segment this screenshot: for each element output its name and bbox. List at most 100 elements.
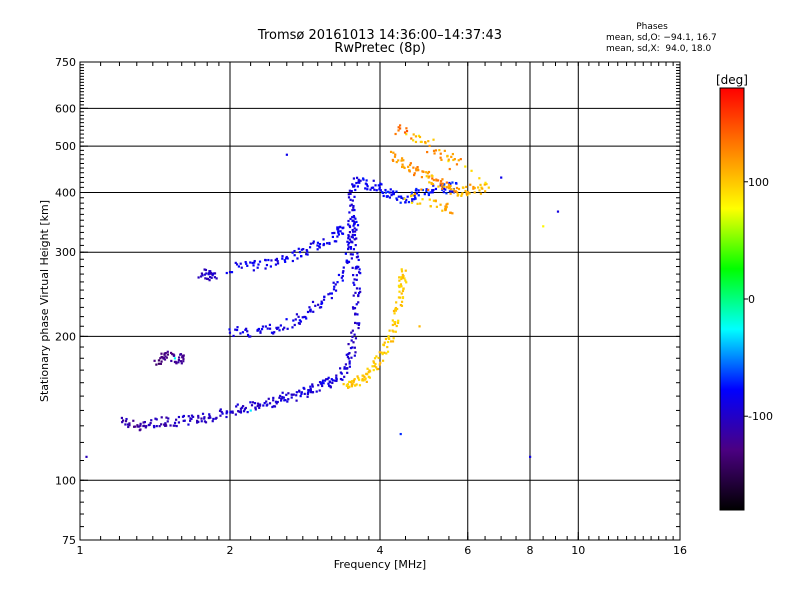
data-point: [420, 176, 424, 179]
data-point: [347, 237, 350, 240]
data-point: [206, 277, 210, 281]
data-point: [304, 315, 307, 319]
data-point: [444, 208, 447, 211]
data-point: [293, 249, 296, 253]
data-point: [277, 326, 280, 329]
data-point: [396, 321, 400, 324]
data-point: [183, 419, 186, 422]
data-point: [253, 259, 256, 263]
data-point: [359, 272, 362, 275]
data-point: [380, 351, 383, 354]
data-point: [327, 384, 331, 387]
data-point: [403, 277, 406, 280]
data-point: [316, 241, 320, 244]
data-point: [213, 272, 217, 275]
data-point: [272, 396, 275, 400]
data-point: [451, 190, 454, 193]
data-point: [334, 379, 337, 382]
data-point: [473, 191, 476, 194]
data-point: [442, 187, 445, 190]
data-point: [197, 414, 200, 418]
data-point: [345, 353, 348, 356]
data-point: [350, 383, 353, 386]
data-point: [368, 369, 371, 372]
x-axis-ticks: 1 2 4 6 8 10 16: [77, 62, 687, 557]
data-point: [244, 328, 247, 331]
data-point: [426, 172, 429, 175]
data-point: [353, 195, 356, 198]
data-point: [451, 212, 454, 215]
data-point: [327, 376, 330, 379]
data-point: [461, 192, 464, 195]
data-point: [284, 260, 287, 263]
data-point: [396, 198, 399, 201]
data-point: [136, 425, 139, 428]
data-point: [347, 243, 350, 246]
data-point: [234, 413, 237, 416]
data-point: [447, 158, 450, 161]
data-point: [153, 426, 156, 429]
data-point: [351, 219, 354, 222]
data-point: [331, 379, 334, 382]
data-point: [455, 186, 459, 190]
data-point: [415, 192, 419, 195]
data-point: [322, 298, 326, 301]
data-point: [383, 351, 386, 354]
data-point: [362, 374, 365, 377]
y-tick-label: 400: [55, 186, 76, 199]
data-point: [142, 421, 145, 424]
data-point: [400, 304, 404, 307]
colorbar-tick-label: 0: [748, 293, 755, 306]
data-point: [171, 352, 174, 356]
data-point: [357, 294, 360, 297]
data-point: [400, 300, 404, 303]
data-point: [350, 356, 353, 359]
data-point: [409, 194, 413, 198]
data-point: [287, 392, 290, 395]
data-point: [225, 271, 228, 275]
data-point: [342, 383, 345, 386]
data-point: [478, 177, 481, 180]
data-point: [389, 188, 392, 191]
data-point: [232, 334, 235, 338]
data-point: [264, 325, 267, 328]
data-point: [291, 251, 294, 254]
data-point: [356, 375, 359, 378]
data-point: [308, 246, 312, 249]
data-point: [338, 226, 341, 229]
x-tick-label: 4: [377, 544, 384, 557]
data-point: [200, 272, 203, 275]
data-point: [353, 227, 356, 230]
data-point: [371, 186, 375, 189]
data-point: [443, 183, 446, 186]
data-point: [412, 139, 415, 142]
data-point: [335, 240, 338, 243]
data-point: [133, 425, 137, 428]
data-point: [231, 411, 234, 414]
data-point: [371, 365, 374, 368]
data-point: [389, 150, 393, 154]
data-point: [347, 247, 350, 251]
data-point: [405, 198, 408, 202]
data-point: [447, 160, 450, 163]
data-point: [268, 323, 272, 326]
data-point: [327, 293, 330, 296]
data-point: [272, 405, 275, 408]
data-point: [372, 179, 375, 182]
data-point: [348, 211, 351, 214]
data-point: [286, 327, 289, 330]
data-point: [254, 406, 257, 409]
data-point: [256, 404, 259, 408]
data-point: [385, 352, 388, 355]
data-point: [355, 181, 358, 185]
data-point: [152, 424, 156, 428]
data-point: [454, 190, 457, 193]
data-point: [309, 389, 312, 392]
data-point: [249, 401, 252, 404]
data-point: [392, 151, 395, 154]
data-point: [355, 256, 359, 259]
data-point: [477, 186, 480, 189]
data-point: [204, 268, 208, 272]
data-point: [459, 158, 462, 161]
data-point: [249, 409, 252, 412]
